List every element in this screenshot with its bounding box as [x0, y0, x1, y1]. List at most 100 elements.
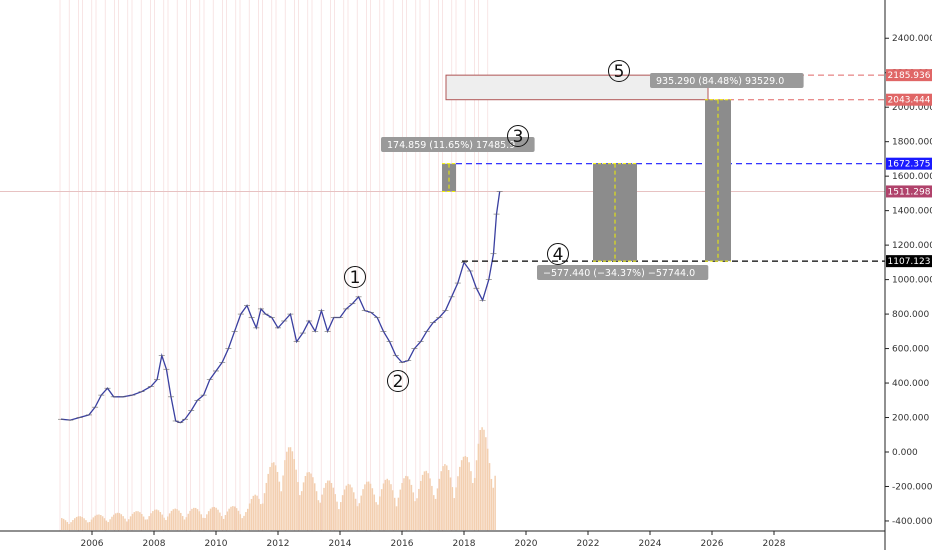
volume-bar: [111, 516, 113, 530]
year-tick-label[interactable]: 2018: [453, 539, 476, 549]
volume-bar: [133, 512, 136, 530]
year-tick-label[interactable]: 2028: [763, 539, 786, 549]
year-tick-label[interactable]: 2020: [515, 539, 538, 549]
price-tick-label[interactable]: 2000.000: [892, 103, 932, 113]
price-tick-label[interactable]: 200.000: [892, 414, 929, 424]
volume-bar: [371, 488, 374, 530]
year-tick-label[interactable]: 2024: [639, 539, 662, 549]
level-label-bg: [886, 157, 932, 170]
volume-bar: [332, 487, 335, 530]
volume-bar: [61, 518, 63, 530]
volume-bar: [486, 448, 489, 530]
volume-bar: [88, 521, 91, 530]
volume-bar: [293, 459, 295, 530]
year-tick-label[interactable]: 2016: [391, 539, 414, 549]
volume-bar: [258, 498, 260, 530]
volume-bar: [170, 510, 173, 530]
volume-bar: [230, 506, 232, 530]
wave3-measure-label-bg: [381, 137, 535, 152]
volume-bar: [423, 471, 426, 530]
price-tick-label[interactable]: 1000.000: [892, 276, 932, 286]
price-tick-label[interactable]: -400.000: [892, 517, 932, 527]
volume-bar: [429, 478, 431, 530]
volume-bar: [485, 437, 487, 530]
price-tick-label[interactable]: 1200.000: [892, 241, 932, 251]
volume-bar: [488, 463, 491, 530]
volume-bar: [459, 466, 461, 530]
volume-bar: [62, 518, 65, 530]
year-tick-label[interactable]: 2026: [701, 539, 724, 549]
level-label: 1107.123: [888, 257, 931, 267]
volume-bar: [155, 509, 158, 530]
level-label: 1511.298: [888, 187, 931, 197]
volume-bar: [94, 515, 96, 530]
wave5-measure-label: 935.290 (84.48%) 93529.0: [656, 76, 784, 87]
volume-bar: [310, 473, 312, 530]
volume-bar: [436, 488, 439, 530]
price-tick-label[interactable]: 600.000: [892, 345, 929, 355]
volume-bar: [265, 482, 268, 530]
volume-bar: [174, 508, 176, 530]
year-tick-label[interactable]: 2022: [577, 539, 600, 549]
volume-bar: [226, 511, 229, 530]
volume-bar: [124, 518, 126, 530]
price-tick-label[interactable]: 2400.000: [892, 34, 932, 44]
volume-bar: [287, 447, 290, 530]
price-tick-label[interactable]: 0.000: [892, 448, 918, 458]
volume-bar: [297, 482, 299, 530]
volume-bar: [74, 518, 76, 530]
price-tick-label[interactable]: -200.000: [892, 482, 932, 492]
volume-bar: [431, 485, 433, 530]
volume-bar: [444, 464, 446, 530]
wave-4-label: 4: [553, 245, 564, 265]
year-tick-label[interactable]: 2010: [205, 539, 228, 549]
volume-bar: [278, 481, 281, 530]
volume-bar: [433, 495, 435, 530]
volume-bar: [410, 484, 413, 530]
year-tick-label[interactable]: 2012: [267, 539, 290, 549]
price-tick-label[interactable]: 400.000: [892, 379, 929, 389]
volume-bar: [79, 516, 82, 530]
volume-bar: [248, 503, 251, 530]
volume-bar: [347, 483, 349, 530]
volume-bar: [81, 516, 83, 530]
volume-bar: [282, 475, 284, 530]
volume-bar: [451, 487, 454, 530]
price-tick-label[interactable]: 1800.000: [892, 138, 932, 148]
wave-1-label: 1: [350, 268, 361, 288]
volume-bar: [198, 511, 201, 530]
level-label-bg: [886, 93, 932, 106]
wave3-box: [442, 163, 456, 192]
volume-bar: [392, 490, 394, 530]
volume-bar: [401, 482, 403, 530]
price-tick-label[interactable]: 1400.000: [892, 207, 932, 217]
volume-bar: [176, 509, 178, 530]
year-tick-label[interactable]: 2008: [143, 539, 166, 549]
volume-bar: [183, 519, 186, 530]
volume-bar: [64, 520, 67, 530]
volume-bar: [323, 487, 325, 530]
volume-bar: [113, 514, 115, 530]
volume-bar: [304, 475, 307, 530]
price-tick-label[interactable]: 800.000: [892, 310, 929, 320]
price-tick-label[interactable]: 1600.000: [892, 172, 932, 182]
volume-bar: [109, 519, 111, 530]
volume-bar: [70, 522, 72, 530]
volume-bar: [388, 480, 390, 530]
volume-bar: [235, 508, 238, 530]
price-axis-ticks[interactable]: 2400.0002200.0002000.0001800.0001600.000…: [885, 34, 932, 527]
volume-bar: [313, 483, 316, 530]
volume-bar: [209, 508, 212, 530]
volume-bar: [345, 485, 348, 530]
volume-bar: [101, 516, 104, 530]
volume-bar: [75, 516, 78, 530]
year-tick-label[interactable]: 2006: [81, 539, 104, 549]
wave-3-circle: [507, 125, 529, 147]
volume-bar: [261, 503, 264, 530]
time-axis-ticks[interactable]: 2006 2008 2010 2012 2014 2016 2018 2020 2022 2024…: [81, 531, 786, 549]
price-series-line: [60, 191, 501, 424]
volume-bar: [380, 489, 383, 530]
volume-bar: [447, 470, 450, 530]
year-tick-label[interactable]: 2014: [329, 539, 352, 549]
volume-bar: [181, 516, 184, 530]
